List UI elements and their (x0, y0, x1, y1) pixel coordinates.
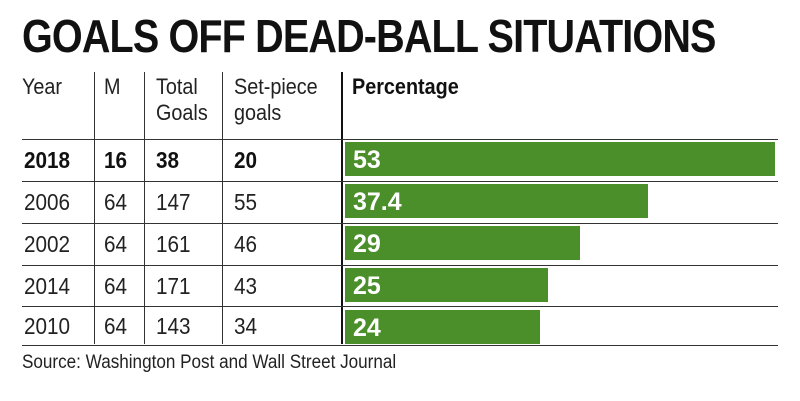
percentage-bar (345, 226, 580, 260)
column-divider-percentage (341, 72, 343, 344)
header-setpiece-line1: Set-piece (234, 74, 318, 99)
column-divider (94, 72, 95, 344)
row-divider (22, 223, 778, 224)
cell-total-goals: 171 (156, 273, 191, 299)
row-divider (22, 181, 778, 182)
cell-setpiece-goals: 43 (234, 273, 258, 299)
percentage-bar (345, 310, 540, 344)
percentage-bar (345, 142, 775, 176)
column-divider (222, 72, 223, 344)
header-total-goals: Total Goals (156, 74, 208, 126)
row-divider (22, 265, 778, 266)
percentage-label: 53 (353, 146, 381, 174)
cell-total-goals: 161 (156, 231, 191, 257)
cell-year: 2014 (24, 273, 71, 299)
header-setpiece-line2: goals (234, 100, 282, 125)
column-divider (144, 72, 145, 344)
row-divider (22, 139, 778, 140)
row-divider (22, 306, 778, 307)
cell-matches: 64 (104, 189, 128, 215)
percentage-label: 29 (353, 230, 381, 258)
header-m: M (104, 74, 121, 99)
cell-matches: 64 (104, 273, 128, 299)
cell-year: 2010 (24, 313, 71, 339)
cell-setpiece-goals: 20 (234, 147, 258, 173)
header-setpiece-goals: Set-piece goals (234, 74, 318, 126)
percentage-bar (345, 184, 648, 218)
percentage-bar (345, 268, 548, 302)
cell-setpiece-goals: 55 (234, 189, 258, 215)
cell-matches: 64 (104, 231, 128, 257)
row-divider (22, 345, 778, 346)
cell-total-goals: 147 (156, 189, 191, 215)
cell-matches: 16 (104, 147, 128, 173)
cell-year: 2018 (24, 147, 71, 173)
chart-title: GOALS OFF DEAD-BALL SITUATIONS (22, 10, 716, 62)
header-year: Year (22, 74, 63, 99)
percentage-label: 37.4 (353, 188, 402, 216)
cell-year: 2006 (24, 189, 71, 215)
header-total-line1: Total (156, 74, 198, 99)
header-total-line2: Goals (156, 100, 208, 125)
header-percentage: Percentage (352, 74, 459, 99)
percentage-label: 24 (353, 314, 381, 342)
percentage-label: 25 (353, 272, 381, 300)
cell-total-goals: 143 (156, 313, 191, 339)
cell-total-goals: 38 (156, 147, 180, 173)
source-note: Source: Washington Post and Wall Street … (22, 352, 397, 373)
cell-setpiece-goals: 34 (234, 313, 258, 339)
cell-year: 2002 (24, 231, 71, 257)
cell-matches: 64 (104, 313, 128, 339)
cell-setpiece-goals: 46 (234, 231, 258, 257)
